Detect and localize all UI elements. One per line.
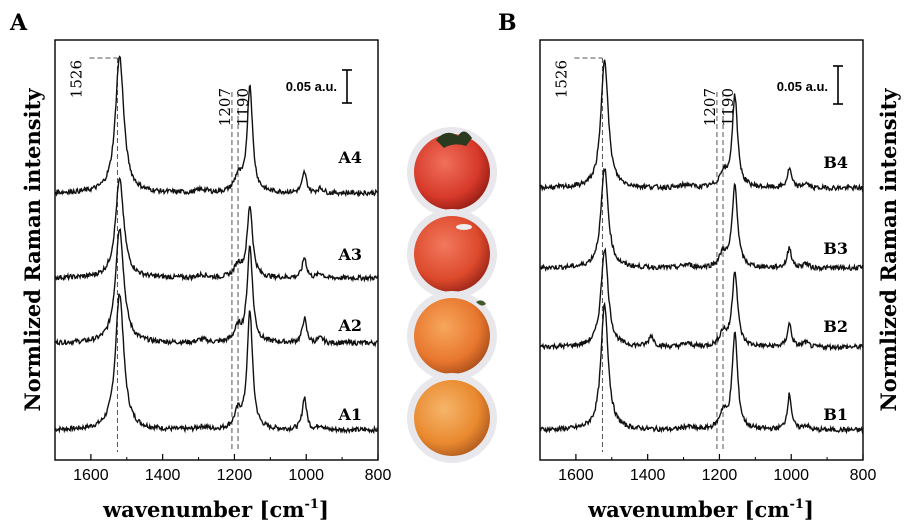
series-line bbox=[54, 55, 379, 198]
plot-frame bbox=[54, 39, 379, 461]
tomato-photo-2 bbox=[407, 209, 497, 299]
peak-marker-label: 1526 bbox=[552, 60, 570, 98]
series-line bbox=[54, 176, 379, 283]
series-line bbox=[539, 59, 864, 193]
x-tick-label: 1200 bbox=[217, 467, 253, 484]
x-ticks: 1600 1400 1200 1000 800 bbox=[539, 454, 877, 484]
series-line bbox=[539, 301, 864, 435]
y-axis-label: Normlized Raman intensity bbox=[876, 88, 901, 412]
panel-label: A bbox=[9, 10, 28, 36]
x-tick-label: 800 bbox=[850, 467, 877, 484]
x-tick-label: 1000 bbox=[773, 467, 809, 484]
series-label: B3 bbox=[823, 239, 848, 258]
series-line bbox=[539, 167, 864, 273]
tomato-photo-4 bbox=[407, 373, 497, 463]
x-tick-label: 1600 bbox=[73, 467, 109, 484]
series-label: A3 bbox=[337, 245, 362, 264]
x-tick-label: 1000 bbox=[288, 467, 324, 484]
peak-marker-label: 1526 bbox=[67, 60, 85, 98]
tomato-photo-1 bbox=[407, 127, 497, 217]
series-line bbox=[54, 228, 379, 348]
x-tick-label: 1400 bbox=[630, 467, 666, 484]
spectra: A1 A2 A3 A4 bbox=[54, 55, 379, 435]
series-label: B1 bbox=[823, 405, 848, 424]
x-axis-label: wavenumber [cm-1] bbox=[587, 497, 814, 522]
tomato-photos bbox=[407, 127, 497, 463]
x-tick-label: 1600 bbox=[558, 467, 594, 484]
plot-frame bbox=[539, 39, 864, 461]
series-label: B2 bbox=[823, 317, 848, 336]
x-tick-label: 800 bbox=[365, 467, 392, 484]
tomato-photo-3 bbox=[407, 291, 497, 381]
series-label: A1 bbox=[337, 405, 362, 424]
x-tick-label: 1400 bbox=[145, 467, 181, 484]
peak-marker-label: 1207 bbox=[216, 88, 234, 126]
scale-bar-label: 0.05 a.u. bbox=[777, 79, 828, 94]
x-axis-label: wavenumber [cm-1] bbox=[102, 497, 329, 522]
series-line bbox=[54, 293, 379, 435]
x-tick-label: 1200 bbox=[702, 467, 738, 484]
scale-bar-label: 0.05 a.u. bbox=[286, 79, 337, 94]
scale-bar: 0.05 a.u. bbox=[777, 65, 843, 105]
panel-label: B bbox=[498, 10, 517, 36]
x-ticks: 1600 1400 1200 1000 800 bbox=[54, 454, 392, 484]
series-line bbox=[539, 247, 864, 352]
y-axis-label: Normlized Raman intensity bbox=[20, 88, 45, 412]
scale-bar: 0.05 a.u. bbox=[286, 69, 352, 104]
series-label: B4 bbox=[823, 153, 848, 172]
spectra: B1 B2 B3 B4 bbox=[539, 59, 864, 435]
series-label: A4 bbox=[337, 148, 362, 167]
peak-marker-label: 1207 bbox=[701, 88, 719, 126]
series-label: A2 bbox=[337, 316, 362, 335]
